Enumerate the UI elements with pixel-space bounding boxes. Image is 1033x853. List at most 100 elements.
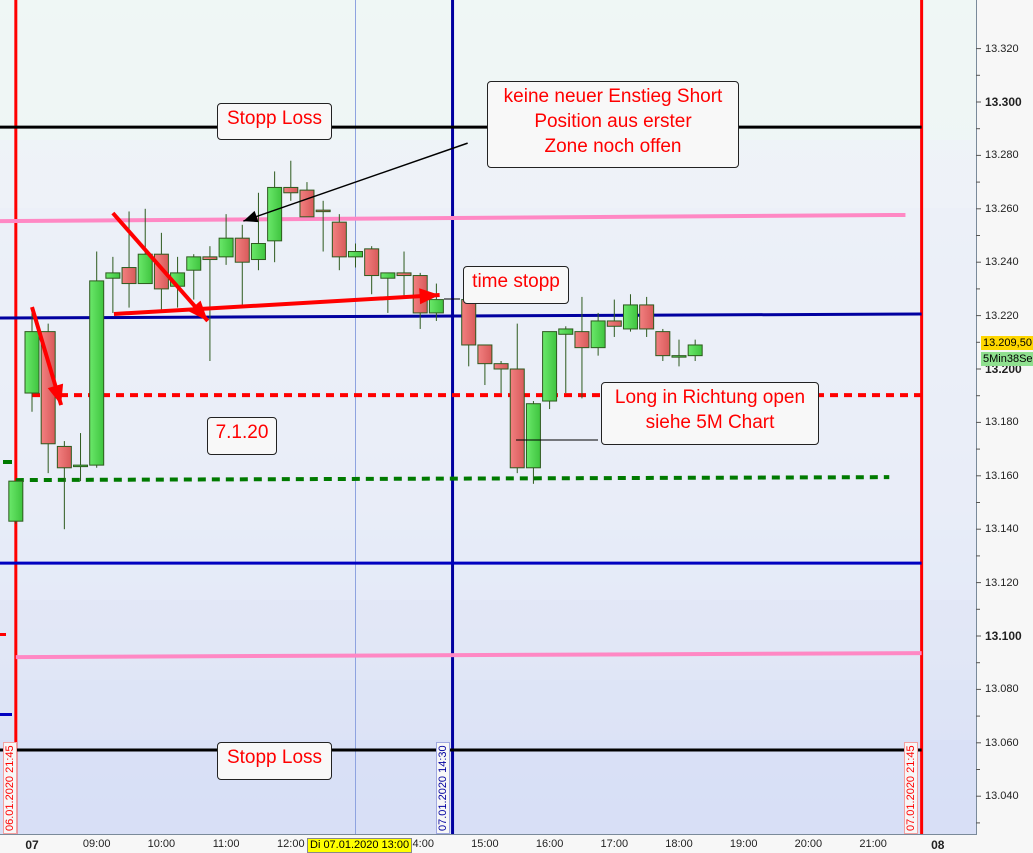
candle-up (186, 256, 202, 271)
date-callout[interactable]: 7.1.20 (207, 417, 277, 455)
cursor-time-label: Di 07.01.2020 13:00 (307, 838, 413, 853)
left-edge-red-mark (0, 633, 6, 636)
candle-down (493, 363, 509, 370)
candle-up (267, 186, 283, 242)
stop-loss-lower-callout[interactable]: Stopp Loss (217, 742, 332, 780)
session-start-date-label: 06.01.2020 21:45 (3, 742, 17, 834)
callout-line: Long in Richtung open (614, 387, 806, 408)
candle-up (622, 304, 638, 330)
y-tick-label: 13.100 (985, 629, 1022, 643)
y-tick-label: 13.180 (985, 416, 1019, 429)
candle-up (218, 237, 234, 258)
y-tick-label: 13.120 (985, 576, 1019, 589)
x-tick-label: 09:00 (82, 838, 111, 850)
candle-up (73, 464, 89, 468)
candle-down (574, 331, 590, 349)
left-edge-green-mark (3, 460, 12, 464)
candle-down (509, 368, 525, 469)
arrow-head-icon (243, 210, 259, 223)
candle-down (283, 186, 299, 194)
x-tick-label: 19:00 (729, 838, 758, 850)
candle-down (639, 304, 655, 330)
arrow-head-icon (419, 288, 440, 305)
time-stop-callout[interactable]: time stopp (463, 266, 569, 304)
arrow-shaft (111, 211, 210, 323)
candle-up (671, 355, 687, 358)
y-tick-label: 13.260 (985, 202, 1019, 215)
x-tick-label: 15:00 (471, 838, 499, 850)
candle-down (202, 256, 218, 261)
candle-up (687, 344, 703, 357)
arrow-shaft (243, 142, 468, 222)
candle-down (396, 272, 412, 277)
candle-up (105, 272, 121, 279)
y-tick-label: 13.140 (985, 523, 1019, 536)
horizontal-line-pink-upper (0, 212, 906, 224)
x-tick-label: 17:00 (600, 838, 629, 850)
session-end-date-label: 07.01.2020 21:45 (904, 742, 918, 834)
callout-line: Zone noch offen (544, 136, 682, 157)
y-axis-area[interactable] (976, 0, 1033, 835)
candle-up (380, 272, 396, 279)
price-zone-band (0, 600, 976, 680)
y-tick-label: 13.320 (985, 42, 1019, 55)
candle-up (348, 251, 363, 258)
arrow-head-icon (47, 383, 64, 406)
price-zone-band (0, 530, 976, 600)
stop-loss-upper-callout[interactable]: Stopp Loss (217, 103, 332, 140)
candle-down (655, 331, 671, 357)
indicator-tag: 5Min38Sel (981, 352, 1033, 366)
horizontal-line-green-dashed (15, 475, 890, 483)
price-zone-band (0, 680, 976, 740)
x-tick-label: 18:00 (665, 838, 693, 850)
callout-line: Position aus erster (534, 111, 692, 132)
x-tick-label: 07 (25, 838, 39, 852)
callout-line: keine neuer Enstieg Short (503, 86, 723, 107)
candle-down (121, 267, 137, 285)
candle-down (315, 209, 331, 213)
x-tick-label: 12:00 (277, 838, 305, 850)
candle-down (477, 344, 493, 365)
candle-up (525, 403, 541, 469)
y-tick-label: 13.300 (985, 95, 1022, 109)
candle-down (331, 221, 347, 258)
y-tick-label: 13.080 (985, 683, 1019, 696)
price-zone-band (0, 740, 976, 835)
time-stop-date-label: 07.01.2020 14:30 (436, 742, 450, 834)
x-tick-label: 10:00 (147, 838, 176, 850)
candle-up (250, 243, 266, 261)
candle-up (24, 331, 40, 394)
x-tick-label: 16:00 (535, 838, 564, 850)
candle-up (542, 331, 558, 402)
y-tick-label: 13.220 (985, 309, 1019, 322)
x-tick-label: 20:00 (794, 838, 823, 850)
callout-text: time stopp (472, 271, 560, 292)
last-price-tag: 13.209,50 (981, 336, 1033, 350)
callout-text: 7.1.20 (215, 422, 269, 443)
left-edge-blue-mark (0, 713, 12, 716)
x-tick-label: 21:00 (859, 838, 887, 850)
no-new-short-entry-callout[interactable]: keine neuer Enstieg Short Position aus e… (487, 81, 739, 168)
callout-text: Stopp Loss (226, 747, 323, 768)
x-tick-label: 08 (931, 838, 945, 852)
candle-up (89, 280, 105, 466)
x-tick-label: 11:00 (212, 838, 240, 850)
long-direction-callout[interactable]: Long in Richtung open siehe 5M Chart (601, 382, 819, 445)
x-tick-label: 14:00 (406, 838, 434, 850)
candle-down (606, 320, 622, 327)
horizontal-line-pink-lower (15, 651, 922, 660)
callout-text: Stopp Loss (226, 108, 323, 129)
y-tick-label: 13.060 (985, 736, 1019, 749)
candle-down (461, 299, 477, 346)
y-tick-label: 13.040 (985, 790, 1019, 803)
callout-line: siehe 5M Chart (645, 412, 775, 433)
candle-up (590, 320, 606, 349)
y-tick-label: 13.160 (985, 469, 1019, 482)
y-tick-label: 13.280 (985, 149, 1019, 162)
candle-up (137, 253, 153, 285)
horizontal-line-blue-upper (0, 312, 922, 320)
candle-up (8, 480, 24, 522)
candle-down (56, 445, 72, 469)
candle-down (299, 189, 315, 218)
y-tick-label: 13.240 (985, 256, 1019, 269)
